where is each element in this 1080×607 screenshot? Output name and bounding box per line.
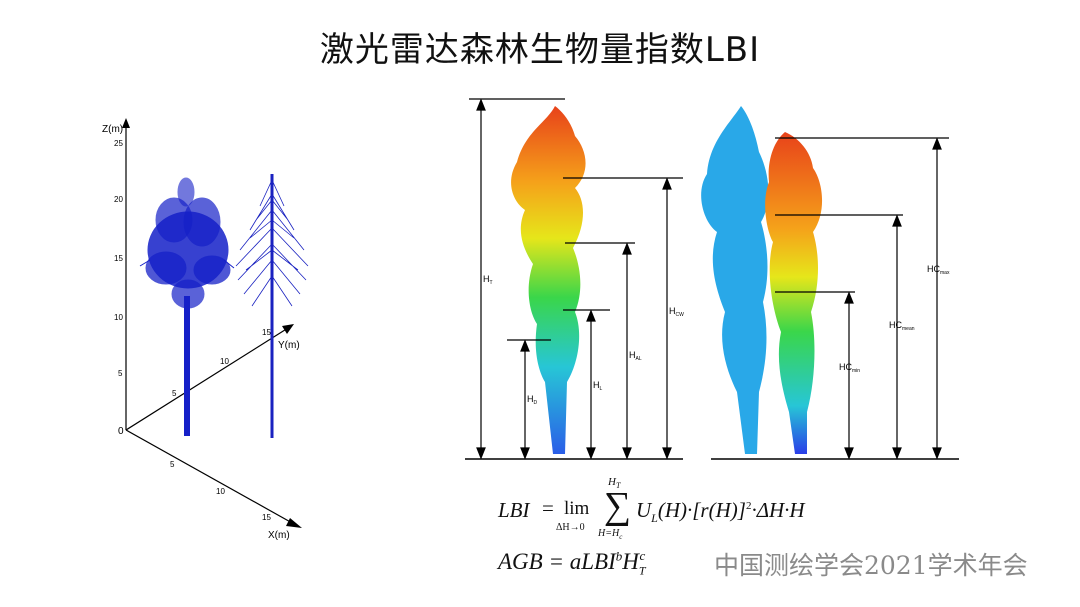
label-hcmin: HCmin xyxy=(839,362,860,374)
z-axis-label: Z(m) xyxy=(102,124,123,135)
label-hl: HL xyxy=(593,380,603,392)
label-hcmax: HCmax xyxy=(927,264,950,276)
label-ht: HT xyxy=(483,274,493,286)
y-axis xyxy=(125,327,289,431)
conference-watermark: 中国测绘学会2021学术年会 xyxy=(714,551,1028,580)
point-cloud-3d-plot: Z(m) 25 20 15 10 5 0 Y(m) 5 10 15 X(m) 5… xyxy=(102,118,309,541)
lbi-lim: lim xyxy=(564,498,590,519)
colored-tree-right xyxy=(701,106,823,454)
x-tick-5: 5 xyxy=(170,460,175,469)
y-tick-5: 5 xyxy=(172,389,177,398)
y-tick-10: 10 xyxy=(220,357,229,366)
label-hd: HD xyxy=(527,394,538,406)
colored-tree-left xyxy=(511,106,586,454)
z-tick-0: 0 xyxy=(118,426,124,437)
z-tick-20: 20 xyxy=(114,195,123,204)
z-tick-10: 10 xyxy=(114,313,123,322)
tree-height-diagram: HT HD HL HAL HCW HCmin HCmean HCmax xyxy=(465,98,959,460)
x-tick-10: 10 xyxy=(216,487,225,496)
lbi-sum-sign: ∑ xyxy=(604,485,632,527)
y-tick-15: 15 xyxy=(262,328,271,337)
slide-title: 激光雷达森林生物量指数LBI xyxy=(319,30,761,70)
z-tick-25: 25 xyxy=(114,139,123,148)
left-height-arrows xyxy=(476,98,672,460)
right-reference-lines xyxy=(775,137,949,293)
lbi-sum-bottom: H=Hc xyxy=(598,528,623,541)
conifer-tree-pointcloud xyxy=(235,174,309,438)
label-hcw: HCW xyxy=(669,306,684,318)
lbi-formula: LBI = lim ΔH→0 ∑ HT H=Hc UL(H)·[r(H)]2·Δ… xyxy=(498,476,878,550)
left-reference-lines xyxy=(469,98,683,341)
x-axis xyxy=(125,429,295,525)
lbi-sum-top: HT xyxy=(608,476,621,491)
x-axis-label: X(m) xyxy=(268,530,290,541)
lbi-eq: = xyxy=(542,496,554,520)
lbi-lhs: LBI xyxy=(498,498,530,522)
broadleaf-tree-pointcloud xyxy=(139,177,235,436)
lbi-lim-sub: ΔH→0 xyxy=(556,522,585,533)
y-axis-arrow xyxy=(282,324,294,334)
label-hcmean: HCmean xyxy=(889,320,915,332)
x-axis-arrow xyxy=(286,518,302,528)
y-axis-label: Y(m) xyxy=(278,340,300,351)
agb-formula: AGB = aLBIbHTc xyxy=(498,548,646,578)
z-axis-arrow xyxy=(122,118,130,128)
lbi-body: UL(H)·[r(H)]2·ΔH·H xyxy=(636,498,805,526)
label-hal: HAL xyxy=(629,350,642,362)
right-height-arrows xyxy=(844,137,942,460)
z-tick-5: 5 xyxy=(118,369,123,378)
z-tick-15: 15 xyxy=(114,254,123,263)
x-tick-15: 15 xyxy=(262,513,271,522)
